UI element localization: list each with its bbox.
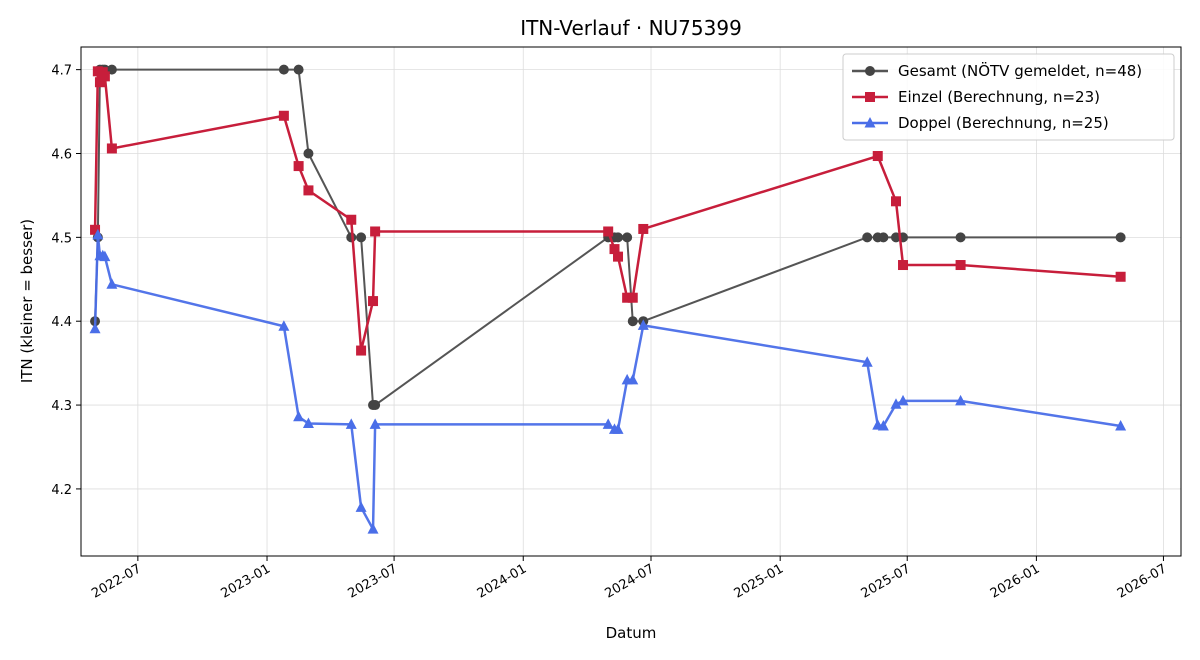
series-square	[90, 66, 1126, 356]
data-point	[293, 64, 304, 75]
y-tick-label: 4.5	[51, 231, 72, 246]
data-point	[627, 373, 639, 385]
legend-label: Doppel (Berechnung, n=25)	[898, 114, 1109, 132]
legend-marker	[865, 66, 875, 76]
data-point	[872, 151, 883, 162]
legend-item: Doppel (Berechnung, n=25)	[852, 114, 1109, 132]
data-point	[613, 251, 624, 262]
series-triangle	[89, 228, 1127, 534]
data-point	[603, 226, 614, 237]
y-axis-label: ITN (kleiner = besser)	[18, 219, 36, 383]
y-tick-label: 4.4	[51, 315, 72, 330]
data-point	[346, 214, 357, 225]
y-tick-label: 4.6	[51, 147, 72, 162]
data-point	[278, 320, 290, 331]
data-point	[638, 223, 649, 234]
legend-item: Gesamt (NÖTV gemeldet, n=48)	[852, 61, 1142, 80]
data-point	[955, 394, 967, 406]
data-point	[355, 501, 367, 512]
data-point	[94, 77, 105, 88]
data-point	[861, 356, 873, 367]
data-point	[622, 292, 633, 303]
data-point	[890, 398, 902, 409]
data-point	[99, 71, 110, 82]
chart-title: ITN-Verlauf · NU75399	[520, 16, 742, 40]
data-point	[278, 110, 289, 121]
data-point	[862, 232, 873, 243]
y-tick-label: 4.7	[51, 64, 72, 79]
data-point	[622, 232, 633, 243]
data-point	[356, 232, 367, 243]
data-point	[890, 196, 901, 207]
data-point	[627, 316, 638, 327]
data-point	[106, 143, 117, 154]
legend-item: Einzel (Berechnung, n=23)	[852, 88, 1100, 106]
data-point	[602, 418, 614, 429]
data-point	[1115, 420, 1127, 431]
data-point	[293, 161, 304, 172]
data-point	[637, 319, 649, 330]
data-point	[345, 418, 357, 429]
data-point	[370, 226, 381, 237]
data-point	[955, 232, 966, 243]
data-point	[106, 278, 118, 289]
data-point	[92, 228, 104, 240]
data-point	[609, 244, 620, 255]
legend-marker	[864, 117, 876, 128]
data-point	[1115, 271, 1126, 282]
data-point	[356, 345, 367, 356]
data-point	[89, 322, 101, 334]
data-point	[369, 418, 381, 429]
data-point	[613, 232, 624, 243]
y-axis-ticks: 4.2 4.3 4.4 4.5 4.6 4.7	[51, 64, 81, 498]
data-point	[877, 420, 889, 431]
data-point	[370, 400, 381, 411]
data-point	[90, 224, 101, 235]
data-point	[293, 410, 305, 422]
legend-label: Einzel (Berechnung, n=23)	[898, 88, 1100, 106]
legend-marker	[865, 92, 875, 102]
data-point	[367, 523, 379, 534]
data-point	[368, 296, 379, 307]
data-point	[303, 185, 314, 196]
data-point	[955, 260, 966, 271]
series-layer	[89, 64, 1127, 534]
y-tick-label: 4.2	[51, 483, 72, 498]
legend: Gesamt (NÖTV gemeldet, n=48) Einzel (Bere…	[842, 53, 1175, 141]
data-point	[99, 250, 111, 262]
data-point	[612, 423, 624, 434]
plot-frame	[80, 46, 1182, 557]
data-point	[878, 232, 889, 243]
data-point	[627, 292, 638, 303]
data-point	[303, 148, 314, 159]
data-point	[278, 64, 289, 75]
data-point	[897, 394, 909, 406]
legend-box	[842, 53, 1175, 141]
data-point	[898, 260, 909, 271]
data-point	[1115, 232, 1126, 243]
y-tick-label: 4.3	[51, 399, 72, 414]
data-point	[302, 417, 314, 429]
legend-label: Gesamt (NÖTV gemeldet, n=48)	[898, 61, 1142, 80]
x-axis-label: Datum	[606, 624, 657, 642]
